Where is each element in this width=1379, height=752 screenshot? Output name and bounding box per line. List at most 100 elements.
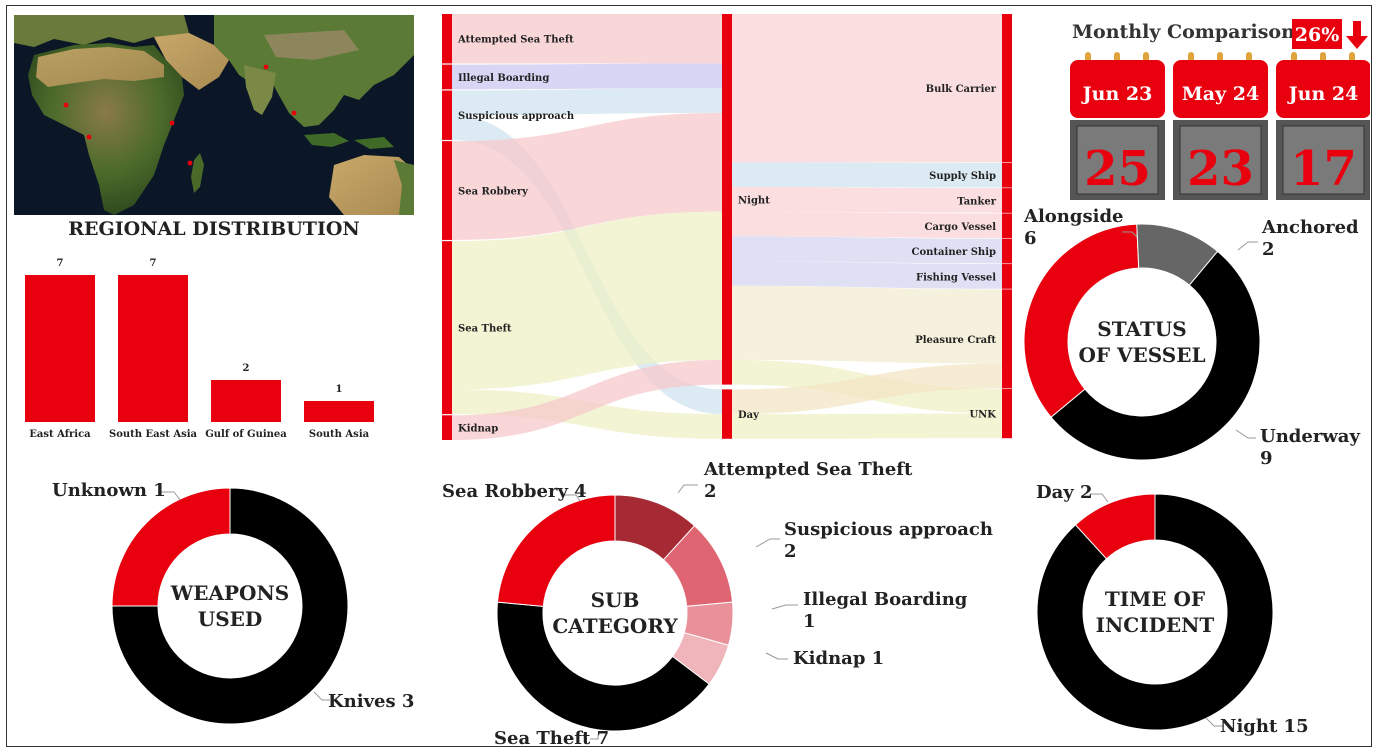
calendar-card: May 24 23	[1173, 52, 1268, 200]
donut-leader-line	[1090, 493, 1109, 503]
donut-slice	[111, 487, 349, 725]
sankey-target-label: Fishing Vessel	[916, 272, 996, 283]
sankey-source-label: Illegal Boarding	[458, 73, 549, 84]
donut-center-label: TIME OF	[1105, 587, 1205, 611]
sankey-node-source	[442, 64, 452, 90]
map-land-indonesia	[304, 133, 394, 149]
donut-slice	[496, 601, 710, 732]
donut-leader-line	[771, 604, 798, 610]
sankey-target-label: Container Ship	[912, 247, 996, 258]
sankey-node-time	[722, 389, 732, 439]
arrow-down-icon	[1346, 21, 1368, 49]
sankey-link	[732, 261, 1002, 289]
donut-slice-label: Knives 3	[328, 691, 414, 712]
bar-gulf-of-guinea	[211, 380, 281, 422]
incident-sankey-chart: Attempted Sea Theft Illegal Boarding Suspi…	[442, 14, 1012, 440]
sankey-links-right	[732, 14, 1002, 439]
regional-bar-chart: 7 East Africa 7 South East Asia 2 Gulf of Gui…	[25, 258, 374, 440]
sankey-link	[452, 359, 722, 440]
donut-slice-label: Alongside	[1023, 206, 1124, 227]
bar-value-label: 2	[243, 363, 250, 374]
calendar-month-label: May 24	[1182, 83, 1259, 105]
calendar-cards: Jun 23 25 May 24 23 Jun 24 17	[1070, 52, 1371, 200]
donut-slice-label: Attempted Sea Theft	[703, 459, 913, 480]
donut-slice-value: 2	[784, 541, 797, 562]
sankey-node-source	[442, 141, 452, 240]
sankey-target-label: Cargo Vessel	[925, 222, 997, 233]
map-marker	[169, 120, 175, 126]
map-land-asia	[214, 15, 414, 127]
world-map	[14, 15, 414, 215]
map-land-australia-east	[394, 160, 414, 215]
sankey-node-source	[442, 415, 452, 440]
donut-slice-label: Illegal Boarding	[803, 589, 968, 610]
map-marker	[187, 160, 193, 166]
donut-leader-line	[677, 484, 698, 494]
map-land-sahara	[36, 47, 164, 87]
donut-center-label: USED	[198, 607, 262, 631]
regional-distribution-title: REGIONAL DISTRIBUTION	[68, 218, 360, 240]
sankey-node-target	[1002, 264, 1012, 289]
sankey-node-source	[442, 14, 452, 64]
donut-leader-line	[765, 652, 788, 660]
sankey-link	[732, 413, 1002, 439]
donut-slice	[1050, 250, 1261, 461]
sankey-link	[732, 186, 1002, 213]
donut-slice-label: Sea Theft 7	[494, 728, 609, 749]
sankey-node-target	[1002, 14, 1012, 163]
donut-slice-value: 1	[803, 611, 816, 632]
donut-slice-value: 6	[1024, 228, 1037, 249]
sankey-node-source	[442, 90, 452, 140]
sankey-link	[732, 211, 1002, 239]
bar-value-label: 1	[336, 384, 343, 395]
sankey-link	[732, 363, 1002, 415]
bar-south-asia	[304, 401, 374, 422]
map-marker	[291, 110, 297, 116]
donut-leader-line	[1205, 717, 1224, 727]
sankey-link	[452, 112, 722, 240]
sankey-link	[452, 88, 722, 116]
map-marker	[86, 134, 92, 140]
donut-slice-label: Sea Robbery 4	[442, 481, 587, 502]
sankey-node-source	[442, 241, 452, 415]
bar-category-label: South Asia	[309, 429, 370, 440]
calendar-body-inner	[1076, 125, 1159, 195]
sankey-node-target	[1002, 188, 1012, 213]
map-land-madagascar	[191, 153, 204, 193]
donut-slice-value: 2	[1262, 239, 1275, 260]
sankey-node-target	[1002, 213, 1012, 239]
sankey-target-label: Bulk Carrier	[926, 84, 997, 95]
map-land-india	[244, 65, 276, 115]
sankey-link	[452, 14, 722, 64]
sankey-link	[452, 389, 722, 439]
monthly-comparison-panel: Monthly Comparison 26% Jun 23 25 May 24 23 J…	[1068, 14, 1371, 204]
donut-slice-label: Day 2	[1036, 482, 1093, 503]
sankey-link	[452, 63, 722, 90]
donut-slice	[496, 494, 616, 607]
calendar-value: 25	[1084, 141, 1151, 197]
sankey-source-label: Sea Theft	[458, 324, 512, 335]
donut-slice-label: Kidnap 1	[793, 648, 884, 669]
map-incident-markers	[63, 64, 297, 166]
map-land-arabia	[154, 33, 229, 90]
sankey-time-label: Day	[738, 410, 760, 421]
bar-south-east-asia	[118, 275, 188, 422]
sankey-time-label: Night	[738, 195, 770, 206]
sankey-node-target	[1002, 388, 1012, 439]
calendar-card: Jun 23 25	[1070, 52, 1165, 200]
sankey-node-time	[722, 14, 732, 385]
change-badge-value: 26%	[1295, 24, 1340, 46]
donut-slice	[1036, 493, 1274, 731]
map-land-europe	[14, 15, 189, 47]
donut-center-label: OF VESSEL	[1078, 343, 1205, 367]
sankey-target-label: UNK	[969, 409, 996, 420]
donut-slice	[1023, 223, 1140, 418]
calendar-body-inner	[1282, 125, 1365, 195]
bar-value-label: 7	[150, 258, 157, 269]
donut-slice-value: 2	[704, 481, 717, 502]
bar-value-label: 7	[57, 258, 64, 269]
